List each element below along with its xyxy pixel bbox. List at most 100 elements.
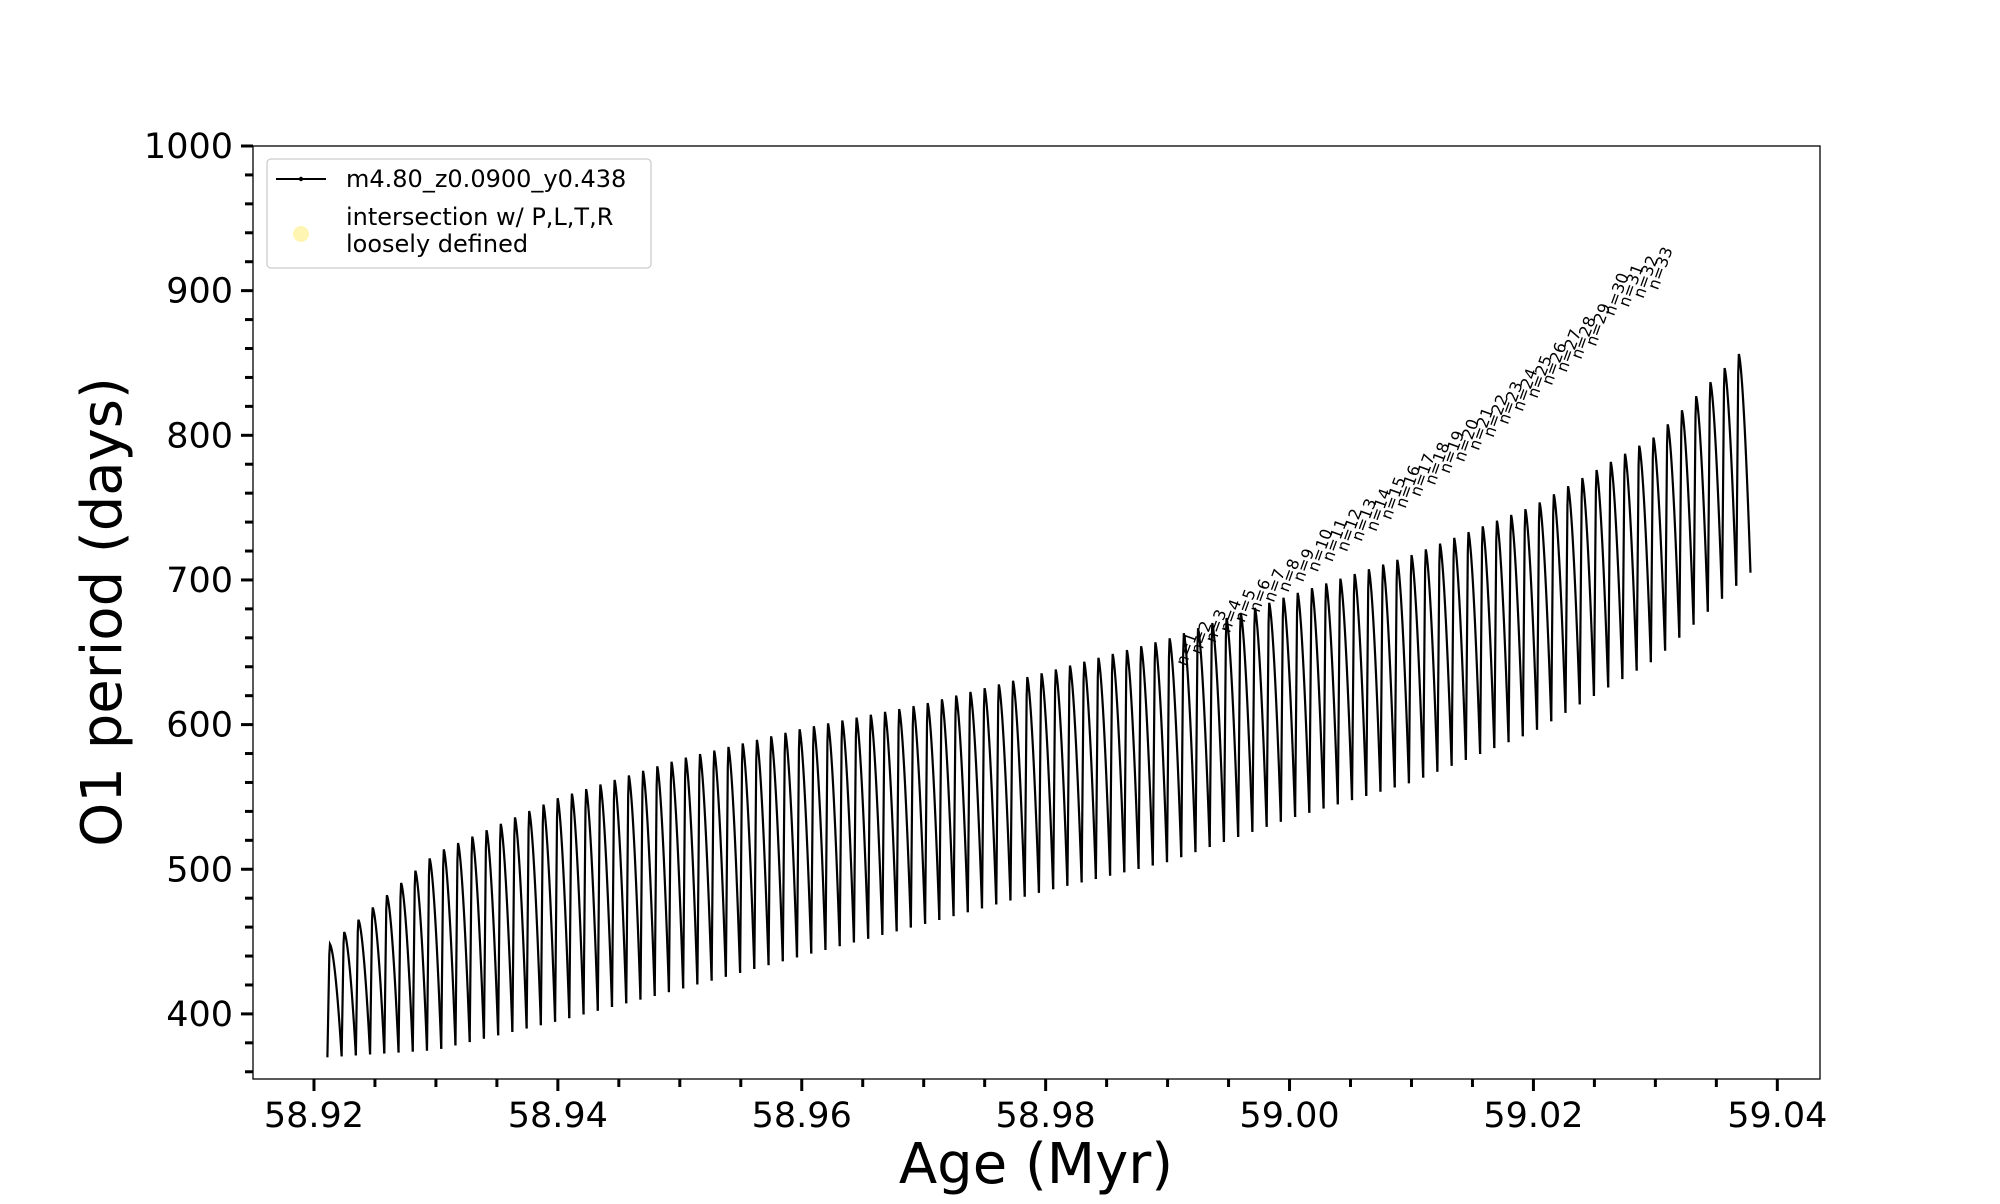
series-pulse-line: [354, 919, 372, 1056]
legend-dot-icon: [298, 176, 304, 182]
series-pulse-line: [1464, 531, 1482, 760]
series-pulse-line: [340, 931, 357, 1057]
x-tick-label: 58.96: [752, 1096, 852, 1136]
x-tick-label: 59.04: [1727, 1096, 1827, 1136]
series-pulse-line: [909, 705, 927, 928]
y-tick-label: 700: [166, 561, 233, 601]
series-pulse-line: [1507, 514, 1524, 743]
series-pulse-line: [497, 823, 514, 1036]
series-pulse-line: [1108, 653, 1126, 876]
series-pulse-line: [667, 761, 685, 993]
y-tick-label: 800: [166, 416, 233, 456]
series-pulse-line: [511, 817, 528, 1032]
legend-label-intersection-line1: intersection w/ P,L,T,R: [346, 203, 613, 231]
series-pulse-line: [1422, 549, 1439, 778]
y-tick-label: 400: [166, 995, 233, 1035]
series-pulse-line: [966, 691, 984, 913]
legend-box: [266, 158, 652, 269]
legend-intersection-marker-icon: [293, 226, 309, 242]
series-pulse-line: [1607, 461, 1624, 688]
y-axis-label: O1 period (days): [70, 377, 135, 847]
series-pulse-line: [1621, 453, 1638, 680]
legend-label-intersection-line2: loosely defined: [346, 230, 528, 258]
series-pulse-line: [582, 788, 599, 1015]
series-pulse-line: [810, 726, 827, 954]
series-pulse-line: [1379, 564, 1396, 792]
series-pulse-line: [1336, 578, 1354, 805]
series-pulse-line: [596, 784, 614, 1011]
series-pulse-line: [838, 720, 856, 947]
series-pulse-line: [696, 753, 713, 985]
series-pulse-line: [1023, 676, 1041, 897]
series-pulse-line: [1208, 622, 1226, 848]
series-pulse-line: [1094, 657, 1112, 880]
series-pulse-line: [639, 770, 656, 1000]
series-pulse-line: [1037, 673, 1055, 893]
series-pulse-line: [1137, 645, 1154, 869]
series-pulse-line: [1265, 602, 1282, 827]
series-pulse-line: [1222, 617, 1240, 842]
data-layer: [326, 353, 1752, 1058]
series-pulse-line: [1393, 559, 1411, 788]
series-pulse-line: [425, 858, 443, 1051]
series-pulse-line: [980, 687, 998, 909]
series-pulse-line: [1052, 669, 1069, 890]
series-pulse-line: [1279, 597, 1297, 822]
series-pulse-line: [1735, 353, 1752, 586]
series-pulse-line: [753, 739, 770, 970]
x-tick-label: 58.98: [996, 1096, 1096, 1136]
series-pulse-line: [923, 702, 941, 924]
series-pulse-line: [781, 732, 799, 962]
series-pulse-line: [326, 940, 343, 1058]
series-pulse-line: [1308, 587, 1325, 813]
series-pulse-line: [867, 714, 884, 939]
series-pulse-line: [995, 684, 1012, 905]
series-pulse-line: [1649, 437, 1667, 663]
series-pulse-line: [1080, 661, 1097, 883]
series-pulse-line: [1564, 485, 1581, 713]
series-pulse-line: [1479, 526, 1496, 754]
series-pulse-line: [1407, 554, 1425, 784]
series-pulse-line: [653, 766, 671, 996]
series-pulse-line: [1322, 583, 1339, 809]
axis-layer: 58.92 58.94 58.96 58.98 59.00 59.02 59.04 400 50…: [144, 127, 1827, 1136]
series-pulse-line: [1180, 632, 1197, 858]
series-pulse-line: [383, 894, 400, 1054]
x-tick-label: 59.02: [1483, 1096, 1583, 1136]
series-pulse-line: [1678, 410, 1695, 638]
x-axis-label: Age (Myr): [899, 1132, 1173, 1197]
series-pulse-line: [1521, 508, 1539, 737]
series-pulse-line: [881, 711, 898, 936]
y-tick-label: 1000: [144, 127, 233, 167]
plot-frame: [252, 145, 1821, 1080]
series-pulse-line: [1365, 569, 1382, 796]
x-tick-label: 58.92: [264, 1096, 364, 1136]
series-pulse-line: [411, 870, 429, 1052]
series-pulse-line: [1436, 543, 1453, 772]
series-pulse-line: [368, 907, 386, 1055]
series-pulse-line: [1194, 627, 1211, 853]
series-pulse-line: [1692, 395, 1709, 625]
series-pulse-line: [568, 793, 585, 1019]
series-pulse-line: [1706, 381, 1724, 612]
series-pulse-line: [952, 695, 969, 917]
series-pulse-line: [1251, 607, 1268, 832]
series-pulse-line: [482, 829, 500, 1039]
series-pulse-line: [795, 729, 813, 958]
series-pulse-line: [938, 699, 955, 920]
series-pulse-line: [1294, 592, 1311, 817]
series-pulse-line: [397, 882, 414, 1053]
series-pulse-line: [1066, 665, 1083, 886]
series-pulse-line: [454, 842, 471, 1046]
series-pulse-line: [710, 750, 727, 981]
series-pulse-line: [1550, 494, 1567, 722]
series-pulse-line: [738, 743, 756, 973]
legend: m4.80_z0.0900_y0.438 intersection w/ P,L…: [266, 158, 652, 269]
series-pulse-line: [1664, 424, 1681, 651]
x-tick-label: 58.94: [508, 1096, 608, 1136]
series-pulse-line: [1237, 612, 1254, 837]
series-pulse-line: [724, 746, 742, 977]
series-pulse-line: [1635, 445, 1652, 671]
